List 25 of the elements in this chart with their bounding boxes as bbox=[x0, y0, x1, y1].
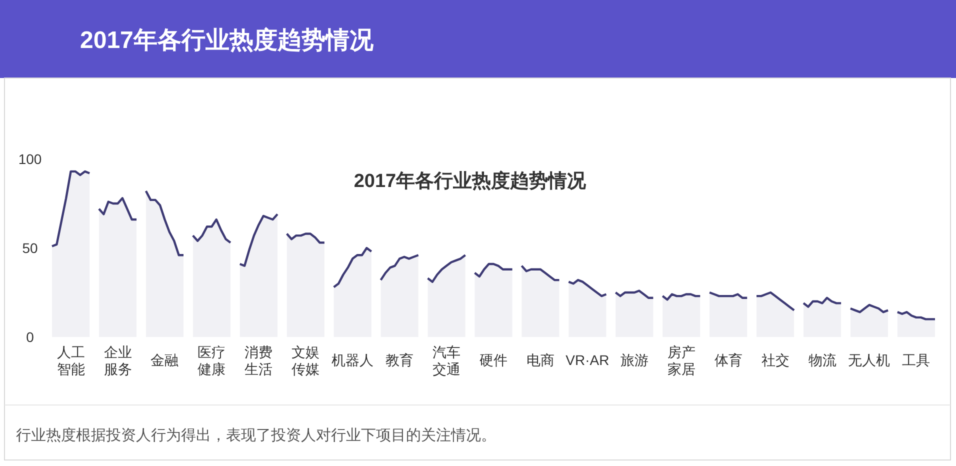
x-tick-label: 医疗健康 bbox=[198, 344, 226, 377]
x-tick-label: 工具 bbox=[902, 352, 930, 368]
y-tick-label: 0 bbox=[26, 329, 34, 345]
x-tick-label: 消费生活 bbox=[244, 344, 273, 377]
y-tick-label: 100 bbox=[18, 151, 42, 167]
y-tick-label: 50 bbox=[22, 240, 38, 256]
x-tick-label: 无人机 bbox=[848, 352, 890, 368]
x-tick-label: 体育 bbox=[714, 352, 742, 368]
x-tick-label: 旅游 bbox=[620, 352, 648, 368]
text: 行业热度根据投资人行为得出，表现了投资人对行业下项目的关注情况。 bbox=[16, 427, 496, 444]
x-tick-label: 企业服务 bbox=[104, 344, 132, 377]
text: 2017年各行业热度趋势情况 bbox=[80, 27, 374, 54]
x-tick-label: 金融 bbox=[150, 352, 179, 368]
x-tick-label: 文娱传媒 bbox=[292, 344, 320, 377]
x-tick-label: 社交 bbox=[761, 352, 790, 368]
x-tick-label: 人工智能 bbox=[56, 344, 85, 377]
x-tick-label: 物流 bbox=[808, 352, 836, 368]
text: 2017年各行业热度趋势情况 bbox=[354, 170, 588, 192]
x-tick-label: 房产家居 bbox=[667, 344, 696, 377]
x-tick-label: 电商 bbox=[526, 352, 554, 368]
x-tick-label: VR·AR bbox=[566, 352, 610, 368]
x-tick-label: 教育 bbox=[386, 352, 414, 368]
x-tick-label: 硬件 bbox=[480, 352, 508, 368]
x-tick-label: 汽车交通 bbox=[432, 344, 461, 377]
x-tick-label: 机器人 bbox=[332, 352, 374, 368]
